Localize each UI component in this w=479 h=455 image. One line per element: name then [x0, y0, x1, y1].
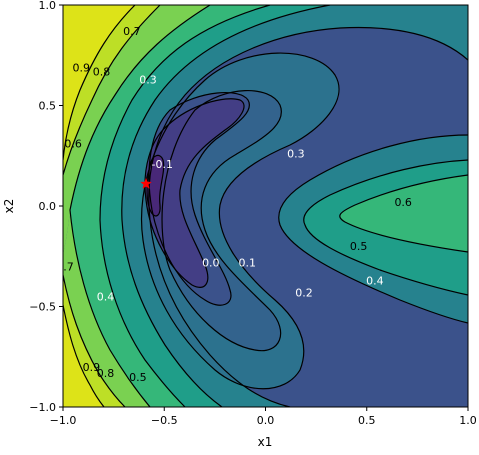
- contour-band-0-7-bl: [63, 210, 150, 407]
- contour-line-0-5: [121, 5, 331, 407]
- contour-line-0-1: [148, 91, 251, 306]
- contour-label: 0.3: [287, 148, 305, 161]
- contour-label: 0.0: [202, 256, 220, 269]
- x-tick-label: 0.0: [257, 414, 275, 427]
- contour-band-0-0: [144, 98, 245, 288]
- contour-lines: [63, 5, 468, 407]
- x-tick-label: 1.0: [459, 414, 477, 427]
- contour-band-right-0-4: [278, 135, 468, 323]
- x-tick-label: −1.0: [50, 414, 77, 427]
- contour-label: 0.2: [295, 286, 313, 299]
- contour-band-right-0-6: [339, 175, 468, 252]
- contour-band-0-6: [70, 5, 270, 407]
- contour-line-0-7: [69, 5, 211, 407]
- contour-label: 0.6: [394, 196, 412, 209]
- contour-label: 0.9: [72, 61, 90, 74]
- contour-line-0-9: [63, 5, 136, 161]
- contour-label: 0.3: [139, 73, 157, 86]
- contour-label: 0.4: [97, 290, 115, 303]
- contour-line-0-9-bl: [63, 304, 105, 407]
- x-tick-label: 0.5: [358, 414, 376, 427]
- minimum-star-marker: [140, 177, 152, 189]
- contour-line-right-0-6: [339, 174, 468, 253]
- contour-line-right-0-4: [278, 134, 468, 324]
- contour-line-0-6: [99, 5, 271, 407]
- contour-label: 0.9: [83, 361, 101, 374]
- x-axis-ticks: −1.0 −0.5 0.0 0.5 1.0: [50, 407, 477, 427]
- x-tick-label: −0.5: [151, 414, 178, 427]
- y-tick-label: 1.0: [39, 0, 57, 12]
- y-tick-label: −0.5: [29, 301, 56, 314]
- contour-band-0-7: [63, 5, 210, 255]
- contour-label: 0.8: [97, 367, 115, 380]
- contour-label: 0.6: [64, 138, 82, 151]
- contour-label: 0.1: [239, 256, 257, 269]
- contour-line-right-0-5: [303, 159, 468, 296]
- contour-label: 0.4: [366, 274, 384, 287]
- y-tick-label: 0.0: [39, 200, 57, 213]
- contour-line-0-8-bl: [63, 274, 126, 407]
- x-axis-label: x1: [258, 435, 273, 449]
- y-tick-label: 0.5: [39, 100, 57, 113]
- contour-label: 0.5: [350, 240, 368, 253]
- contour-band-high: [63, 5, 135, 160]
- contour-labels: -0.1 0.0 0.1 0.2 0.3 0.3 0.4 0.4 0.5 0.5 0.6 0.6 0.7…: [56, 25, 412, 384]
- contour-line-0-4: [148, 26, 468, 407]
- contour-label: -0.1: [151, 158, 172, 171]
- y-axis-ticks: −1.0 −0.5 0.0 0.5 1.0: [29, 0, 63, 414]
- contour-line-0-0: [144, 98, 245, 288]
- contour-line-0-2: [161, 89, 282, 352]
- contour-label: 0.8: [93, 65, 111, 78]
- plot-area: -0.1 0.0 0.1 0.2 0.3 0.3 0.4 0.4 0.5 0.5 0.6 0.6 0.7…: [56, 5, 468, 407]
- contour-label: 0.5: [129, 371, 147, 384]
- contour-label: 0.7: [56, 260, 74, 273]
- y-tick-label: −1.0: [29, 401, 56, 414]
- contour-band-0-8-bl: [63, 275, 125, 407]
- contour-band-high-bl: [63, 305, 104, 407]
- contour-line-0-8: [63, 5, 161, 176]
- contour-line-minus-0-1: [146, 154, 165, 217]
- contour-band-0-8: [63, 5, 160, 175]
- contour-label: 0.7: [123, 25, 141, 38]
- contour-line-0-3: [140, 52, 340, 390]
- y-axis-label: x2: [2, 199, 16, 214]
